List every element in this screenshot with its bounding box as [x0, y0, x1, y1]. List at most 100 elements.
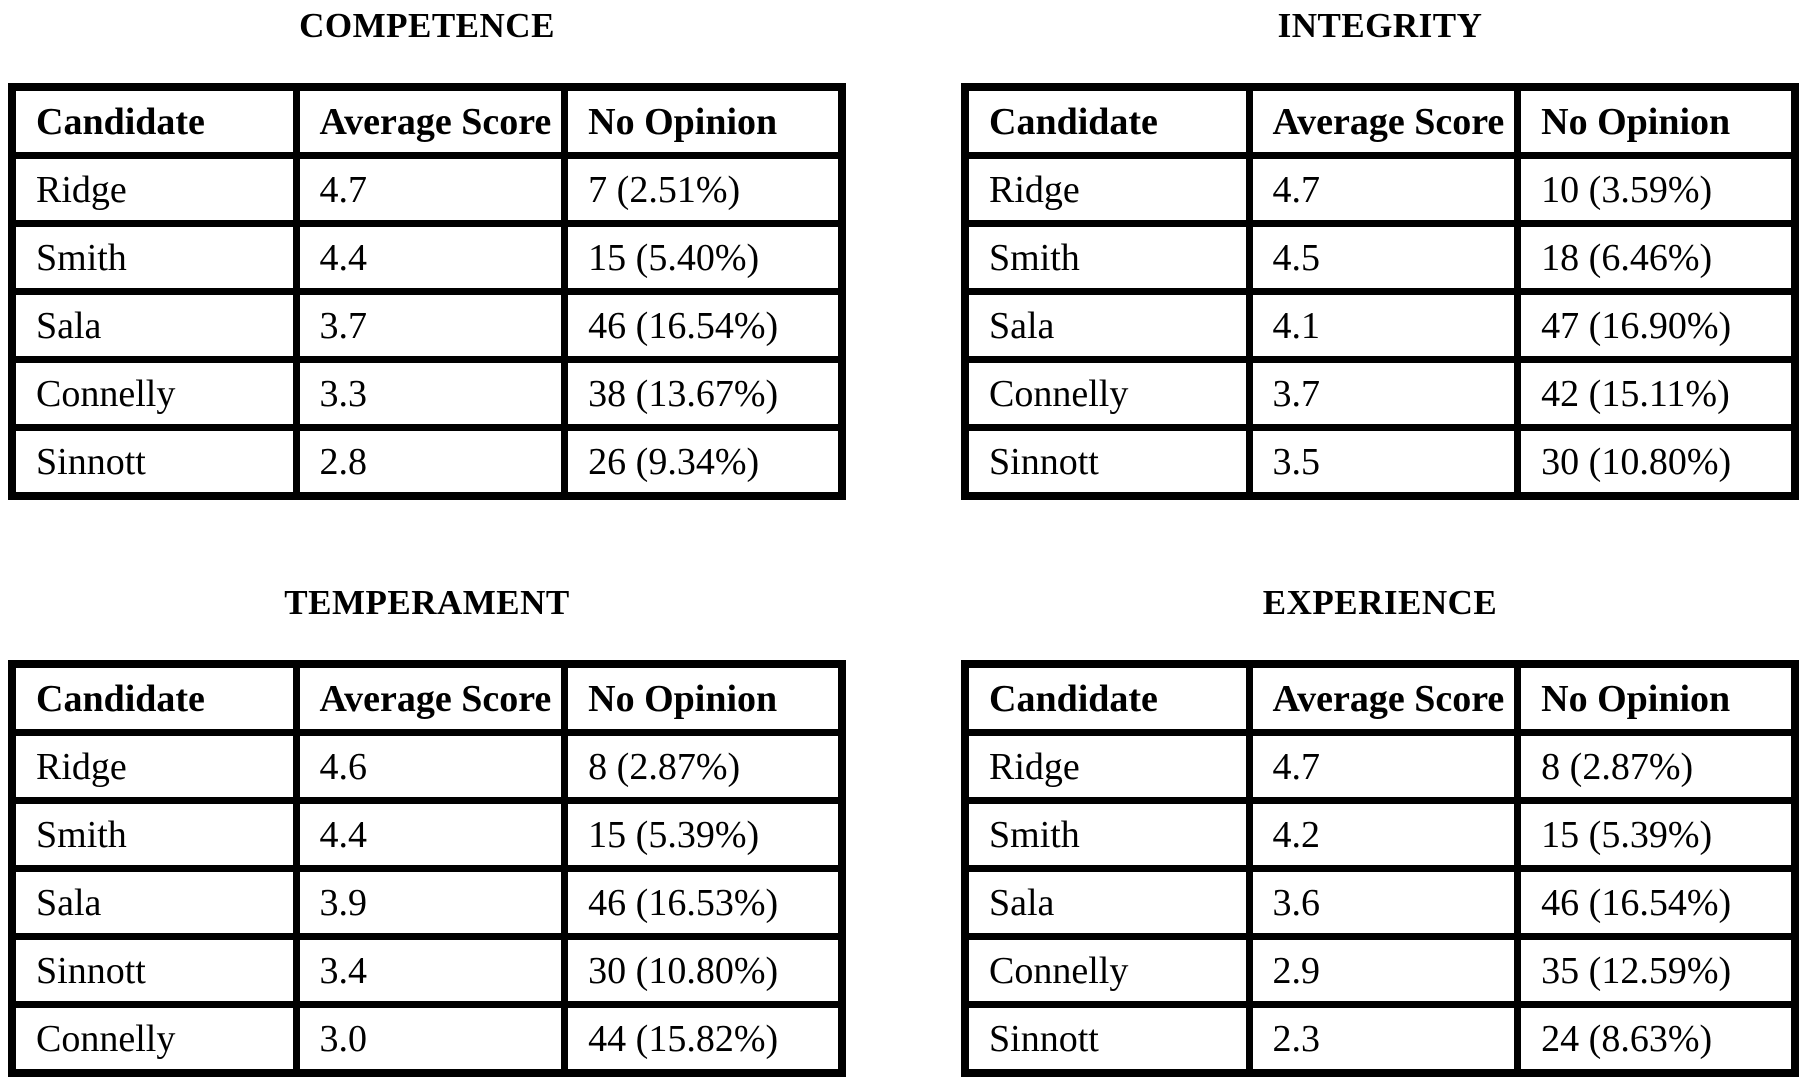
- no-opinion-cell: 15 (5.39%): [1514, 797, 1799, 872]
- average-score-cell: 4.7: [1245, 152, 1522, 227]
- column-header: Candidate: [8, 83, 300, 159]
- average-score-cell: 4.7: [292, 152, 569, 227]
- no-opinion-cell: 44 (15.82%): [561, 1001, 846, 1077]
- average-score-cell: 2.9: [1245, 933, 1522, 1008]
- table-row: Connelly 3.0 44 (15.82%): [8, 1001, 846, 1077]
- no-opinion-cell: 30 (10.80%): [1514, 424, 1799, 500]
- candidate-cell: Ridge: [8, 152, 300, 227]
- no-opinion-cell: 30 (10.80%): [561, 933, 846, 1008]
- no-opinion-cell: 38 (13.67%): [561, 356, 846, 431]
- table-section-integrity: INTEGRITY Candidate Average Score No Opinio…: [961, 0, 1799, 500]
- candidate-cell: Connelly: [8, 1001, 300, 1077]
- candidate-cell: Sinnott: [8, 933, 300, 1008]
- no-opinion-cell: 35 (12.59%): [1514, 933, 1799, 1008]
- average-score-cell: 2.8: [292, 424, 569, 500]
- column-header: Average Score: [292, 83, 569, 159]
- table-row: Sala 3.7 46 (16.54%): [8, 288, 846, 363]
- candidate-cell: Sala: [961, 288, 1253, 363]
- table-row: Ridge 4.7 7 (2.51%): [8, 152, 846, 227]
- data-table: Candidate Average Score No Opinion Ridge 4.7…: [961, 660, 1799, 1077]
- candidate-cell: Connelly: [961, 933, 1253, 1008]
- column-header: Average Score: [1245, 83, 1522, 159]
- no-opinion-cell: 7 (2.51%): [561, 152, 846, 227]
- no-opinion-cell: 26 (9.34%): [561, 424, 846, 500]
- no-opinion-cell: 24 (8.63%): [1514, 1001, 1799, 1077]
- table-row: Connelly 3.7 42 (15.11%): [961, 356, 1799, 431]
- no-opinion-cell: 15 (5.39%): [561, 797, 846, 872]
- candidate-cell: Ridge: [961, 729, 1253, 804]
- average-score-cell: 3.5: [1245, 424, 1522, 500]
- column-header: No Opinion: [561, 83, 846, 159]
- table-section-experience: EXPERIENCE Candidate Average Score No Opini…: [961, 577, 1799, 1077]
- average-score-cell: 3.7: [292, 288, 569, 363]
- table-row: Ridge 4.7 10 (3.59%): [961, 152, 1799, 227]
- candidate-cell: Smith: [961, 220, 1253, 295]
- no-opinion-cell: 10 (3.59%): [1514, 152, 1799, 227]
- candidate-cell: Ridge: [961, 152, 1253, 227]
- candidate-cell: Smith: [961, 797, 1253, 872]
- table-title: COMPETENCE: [299, 6, 555, 45]
- table-row: Smith 4.4 15 (5.40%): [8, 220, 846, 295]
- table-row: Smith 4.4 15 (5.39%): [8, 797, 846, 872]
- candidate-cell: Smith: [8, 220, 300, 295]
- table-title: TEMPERAMENT: [284, 583, 570, 622]
- candidate-cell: Ridge: [8, 729, 300, 804]
- data-table: Candidate Average Score No Opinion Ridge 4.6…: [8, 660, 846, 1077]
- candidate-cell: Sala: [8, 288, 300, 363]
- average-score-cell: 4.5: [1245, 220, 1522, 295]
- column-header: Average Score: [292, 660, 569, 736]
- average-score-cell: 4.4: [292, 220, 569, 295]
- column-header: No Opinion: [1514, 660, 1799, 736]
- no-opinion-cell: 8 (2.87%): [1514, 729, 1799, 804]
- candidate-cell: Sinnott: [961, 424, 1253, 500]
- no-opinion-cell: 42 (15.11%): [1514, 356, 1799, 431]
- average-score-cell: 4.4: [292, 797, 569, 872]
- no-opinion-cell: 18 (6.46%): [1514, 220, 1799, 295]
- candidate-cell: Connelly: [961, 356, 1253, 431]
- average-score-cell: 3.9: [292, 865, 569, 940]
- average-score-cell: 3.7: [1245, 356, 1522, 431]
- table-row: Connelly 3.3 38 (13.67%): [8, 356, 846, 431]
- table-row: Sinnott 2.3 24 (8.63%): [961, 1001, 1799, 1077]
- table-row: Ridge 4.6 8 (2.87%): [8, 729, 846, 804]
- no-opinion-cell: 8 (2.87%): [561, 729, 846, 804]
- table-row: Smith 4.2 15 (5.39%): [961, 797, 1799, 872]
- header-row: Candidate Average Score No Opinion: [8, 83, 846, 159]
- table-section-competence: COMPETENCE Candidate Average Score No Opini…: [8, 0, 846, 500]
- candidate-cell: Sinnott: [961, 1001, 1253, 1077]
- header-row: Candidate Average Score No Opinion: [961, 660, 1799, 736]
- candidate-cell: Sala: [8, 865, 300, 940]
- table-row: Sala 3.9 46 (16.53%): [8, 865, 846, 940]
- table-row: Sinnott 2.8 26 (9.34%): [8, 424, 846, 500]
- average-score-cell: 4.6: [292, 729, 569, 804]
- no-opinion-cell: 46 (16.54%): [1514, 865, 1799, 940]
- column-header: No Opinion: [561, 660, 846, 736]
- table-row: Smith 4.5 18 (6.46%): [961, 220, 1799, 295]
- table-section-temperament: TEMPERAMENT Candidate Average Score No Opin…: [8, 577, 846, 1077]
- no-opinion-cell: 47 (16.90%): [1514, 288, 1799, 363]
- header-row: Candidate Average Score No Opinion: [961, 83, 1799, 159]
- table-title: INTEGRITY: [1277, 6, 1483, 45]
- table-row: Ridge 4.7 8 (2.87%): [961, 729, 1799, 804]
- header-row: Candidate Average Score No Opinion: [8, 660, 846, 736]
- average-score-cell: 2.3: [1245, 1001, 1522, 1077]
- column-header: Candidate: [961, 83, 1253, 159]
- candidate-cell: Sala: [961, 865, 1253, 940]
- column-header: Candidate: [8, 660, 300, 736]
- average-score-cell: 3.6: [1245, 865, 1522, 940]
- column-header: Candidate: [961, 660, 1253, 736]
- table-row: Connelly 2.9 35 (12.59%): [961, 933, 1799, 1008]
- no-opinion-cell: 15 (5.40%): [561, 220, 846, 295]
- candidate-cell: Smith: [8, 797, 300, 872]
- average-score-cell: 4.2: [1245, 797, 1522, 872]
- average-score-cell: 3.3: [292, 356, 569, 431]
- column-header: No Opinion: [1514, 83, 1799, 159]
- table-row: Sinnott 3.5 30 (10.80%): [961, 424, 1799, 500]
- average-score-cell: 4.7: [1245, 729, 1522, 804]
- average-score-cell: 3.0: [292, 1001, 569, 1077]
- average-score-cell: 4.1: [1245, 288, 1522, 363]
- table-row: Sala 3.6 46 (16.54%): [961, 865, 1799, 940]
- column-header: Average Score: [1245, 660, 1522, 736]
- candidate-cell: Sinnott: [8, 424, 300, 500]
